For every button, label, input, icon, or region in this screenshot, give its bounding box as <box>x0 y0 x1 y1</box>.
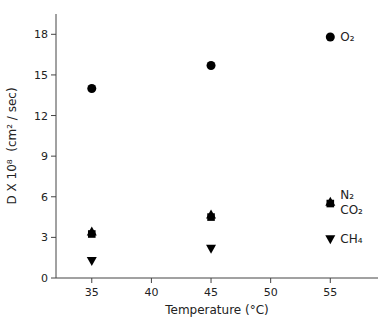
x-tick <box>91 278 92 283</box>
point <box>206 245 216 254</box>
y-axis-label: D X 10⁸ (cm² / sec) <box>5 87 19 204</box>
x-tick-label: 40 <box>144 286 158 299</box>
x-tick <box>330 278 331 283</box>
point <box>325 197 335 206</box>
x-tick <box>270 278 271 283</box>
axes: 35 40 45 50 55 0 3 6 9 12 15 18 <box>34 14 378 299</box>
x-tick-label: 45 <box>204 286 218 299</box>
series-label: O₂ <box>340 30 354 44</box>
series-labels: O₂ N₂CO₂ CH₄ <box>340 30 363 246</box>
y-tick <box>51 237 56 238</box>
y-tick <box>51 278 56 279</box>
point <box>325 235 335 244</box>
point <box>207 61 216 70</box>
series <box>88 200 334 238</box>
y-tick-label: 18 <box>34 28 48 41</box>
y-tick-label: 12 <box>34 110 48 123</box>
y-tick <box>51 196 56 197</box>
y-tick <box>51 34 56 35</box>
point <box>87 257 97 266</box>
point <box>326 33 335 42</box>
x-axis-label: Temperature (°C) <box>164 303 269 317</box>
y-tick-label: 15 <box>34 69 48 82</box>
x-axis-line <box>56 278 378 279</box>
y-tick-label: 3 <box>41 231 48 244</box>
y-tick-label: 9 <box>41 150 48 163</box>
x-tick-label: 50 <box>264 286 278 299</box>
x-tick-label: 55 <box>323 286 337 299</box>
y-tick <box>51 156 56 157</box>
y-tick-label: 6 <box>41 191 48 204</box>
point <box>206 210 216 219</box>
y-tick <box>51 115 56 116</box>
point <box>87 84 96 93</box>
series-label: N₂ <box>340 188 354 202</box>
series-label: CH₄ <box>340 232 362 246</box>
x-tick <box>151 278 152 283</box>
chart: 35 40 45 50 55 0 3 6 9 12 15 18 Temperature (°C) D X … <box>0 0 392 324</box>
x-tick <box>211 278 212 283</box>
y-axis-line <box>56 14 57 278</box>
marks <box>87 33 336 266</box>
y-tick <box>51 74 56 75</box>
x-tick-label: 35 <box>85 286 99 299</box>
y-tick-label: 0 <box>41 272 48 285</box>
series <box>87 33 335 93</box>
series <box>87 235 336 266</box>
series <box>87 197 336 236</box>
series-label: CO₂ <box>340 203 363 217</box>
point <box>87 226 97 235</box>
